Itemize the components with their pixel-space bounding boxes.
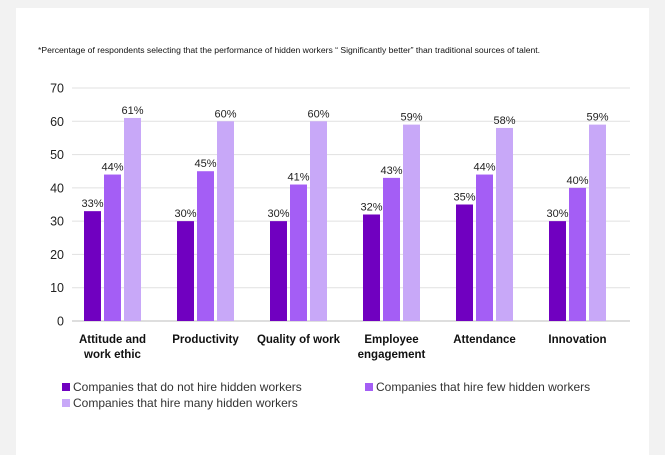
x-category-label: Employee (364, 334, 418, 346)
x-category-label: Productivity (172, 334, 239, 346)
y-tick-label: 60 (50, 115, 64, 129)
x-category-label: work ethic (83, 349, 141, 361)
y-tick-label: 40 (50, 181, 64, 195)
data-label: 40% (566, 175, 588, 187)
legend-label: Companies that hire few hidden workers (376, 380, 590, 394)
data-label: 30% (546, 208, 568, 220)
bar (456, 204, 473, 321)
bars: 33% 44% 61% 30% 45% 60% 30% 41% 60% 32% 43% 59% 35% 4… (81, 105, 609, 322)
legend-label: Companies that do not hire hidden worker… (73, 380, 302, 394)
bar (197, 171, 214, 321)
data-label: 30% (267, 208, 289, 220)
data-label: 30% (174, 208, 196, 220)
legend: Companies that do not hire hidden worker… (62, 380, 590, 410)
bar (177, 221, 194, 321)
bar (124, 117, 141, 321)
data-label: 41% (287, 172, 309, 184)
y-tick-label: 0 (57, 315, 64, 329)
data-label: 44% (101, 162, 123, 174)
data-label: 32% (360, 201, 382, 213)
legend-swatch (62, 399, 70, 407)
bar (104, 174, 121, 321)
gridlines (72, 87, 630, 322)
x-category-label: Quality of work (257, 334, 341, 346)
footnote: *Percentage of respondents selecting tha… (38, 45, 541, 55)
legend-swatch (62, 383, 70, 391)
data-label: 35% (453, 192, 475, 204)
bar (496, 127, 513, 321)
bar (310, 121, 327, 322)
bar (569, 187, 586, 321)
x-category-label: Innovation (548, 334, 606, 346)
y-tick-label: 70 (50, 82, 64, 96)
chart-card (16, 8, 649, 455)
bar (217, 121, 234, 322)
y-tick-label: 10 (50, 281, 64, 295)
bar (476, 174, 493, 321)
bar (290, 184, 307, 321)
data-label: 44% (473, 162, 495, 174)
bar (363, 214, 380, 321)
x-category-label: engagement (358, 349, 426, 361)
bar (589, 124, 606, 321)
data-label: 61% (121, 105, 143, 117)
data-label: 58% (493, 115, 515, 127)
data-label: 60% (307, 108, 329, 120)
data-label: 33% (81, 198, 103, 210)
data-label: 59% (586, 112, 608, 124)
bar (403, 124, 420, 321)
data-label: 43% (380, 165, 402, 177)
y-tick-label: 50 (50, 148, 64, 162)
x-category-label: Attendance (453, 334, 516, 346)
y-tick-label: 20 (50, 248, 64, 262)
data-label: 60% (214, 108, 236, 120)
bar (84, 211, 101, 321)
y-tick-label: 30 (50, 215, 64, 229)
bar (549, 221, 566, 321)
legend-swatch (365, 383, 373, 391)
y-axis: 0 10 20 30 40 50 60 70 (50, 82, 64, 329)
x-axis: Attitude and work ethic Productivity Qualit… (79, 334, 607, 361)
bar (383, 177, 400, 321)
legend-label: Companies that hire many hidden workers (73, 396, 298, 410)
bar (270, 221, 287, 321)
data-label: 59% (400, 112, 422, 124)
x-category-label: Attitude and (79, 334, 146, 346)
data-label: 45% (194, 158, 216, 170)
